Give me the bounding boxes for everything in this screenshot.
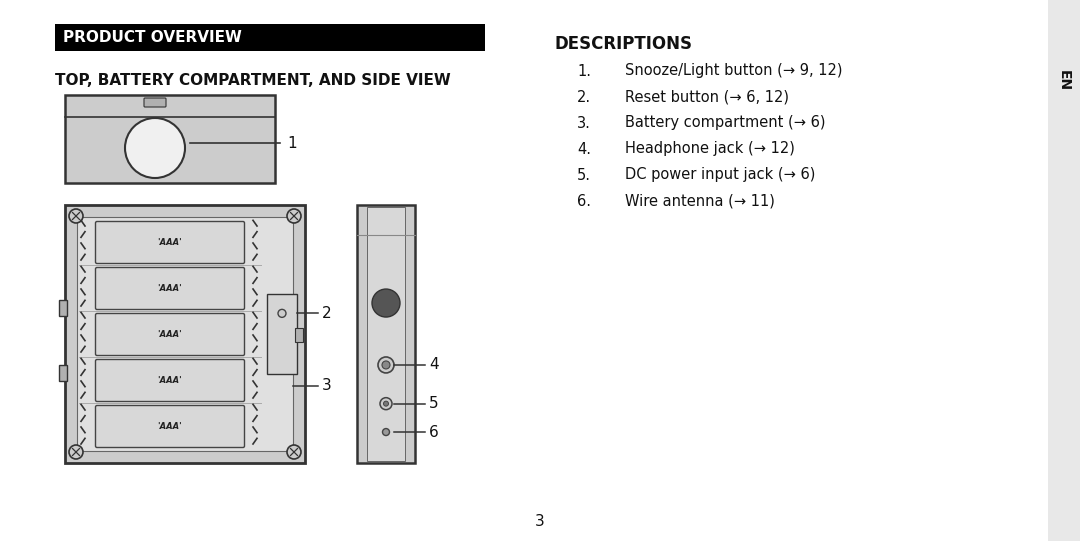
- Text: Snooze/Light button (→ 9, 12): Snooze/Light button (→ 9, 12): [625, 63, 842, 78]
- Text: 1: 1: [287, 135, 297, 150]
- Text: 'AAA': 'AAA': [158, 422, 183, 431]
- Text: 2: 2: [322, 306, 332, 321]
- Text: 3: 3: [535, 513, 545, 529]
- Text: 3: 3: [322, 378, 332, 393]
- Bar: [295, 328, 303, 342]
- Text: Headphone jack (→ 12): Headphone jack (→ 12): [625, 142, 795, 156]
- Circle shape: [382, 428, 390, 436]
- Circle shape: [372, 289, 400, 317]
- FancyBboxPatch shape: [95, 406, 244, 447]
- Bar: [59, 300, 67, 316]
- Bar: [1048, 0, 1080, 541]
- Text: TOP, BATTERY COMPARTMENT, AND SIDE VIEW: TOP, BATTERY COMPARTMENT, AND SIDE VIEW: [55, 73, 450, 88]
- FancyBboxPatch shape: [95, 267, 244, 309]
- Text: 'AAA': 'AAA': [158, 376, 183, 385]
- Circle shape: [287, 445, 301, 459]
- Circle shape: [69, 445, 83, 459]
- Bar: [55, 24, 485, 51]
- Text: 4.: 4.: [577, 142, 591, 156]
- Bar: [59, 365, 67, 381]
- Text: 1.: 1.: [577, 63, 591, 78]
- Circle shape: [125, 118, 185, 178]
- FancyBboxPatch shape: [95, 360, 244, 401]
- Text: Reset button (→ 6, 12): Reset button (→ 6, 12): [625, 89, 789, 104]
- Text: 5.: 5.: [577, 168, 591, 182]
- Circle shape: [380, 398, 392, 410]
- Circle shape: [378, 357, 394, 373]
- FancyBboxPatch shape: [144, 98, 166, 107]
- Bar: [65, 95, 275, 183]
- Text: DESCRIPTIONS: DESCRIPTIONS: [555, 35, 693, 53]
- Text: PRODUCT OVERVIEW: PRODUCT OVERVIEW: [63, 30, 242, 45]
- Circle shape: [278, 309, 286, 318]
- Circle shape: [69, 209, 83, 223]
- Text: 'AAA': 'AAA': [158, 330, 183, 339]
- Circle shape: [382, 361, 390, 369]
- Bar: [367, 207, 405, 461]
- Text: 3.: 3.: [577, 115, 591, 130]
- Text: Battery compartment (→ 6): Battery compartment (→ 6): [625, 115, 825, 130]
- Circle shape: [287, 209, 301, 223]
- Bar: [357, 205, 415, 463]
- Text: 6.: 6.: [577, 194, 591, 208]
- FancyBboxPatch shape: [95, 313, 244, 355]
- Text: EN: EN: [1057, 70, 1071, 91]
- Bar: [77, 217, 293, 451]
- Text: Wire antenna (→ 11): Wire antenna (→ 11): [625, 194, 774, 208]
- Text: 4: 4: [429, 358, 438, 372]
- Bar: [65, 205, 305, 463]
- Text: 2.: 2.: [577, 89, 591, 104]
- Text: 5: 5: [429, 396, 438, 411]
- Bar: [267, 294, 297, 374]
- Text: DC power input jack (→ 6): DC power input jack (→ 6): [625, 168, 815, 182]
- Text: 'AAA': 'AAA': [158, 284, 183, 293]
- Text: 'AAA': 'AAA': [158, 238, 183, 247]
- Text: 6: 6: [429, 425, 438, 439]
- Circle shape: [383, 401, 389, 406]
- FancyBboxPatch shape: [95, 221, 244, 263]
